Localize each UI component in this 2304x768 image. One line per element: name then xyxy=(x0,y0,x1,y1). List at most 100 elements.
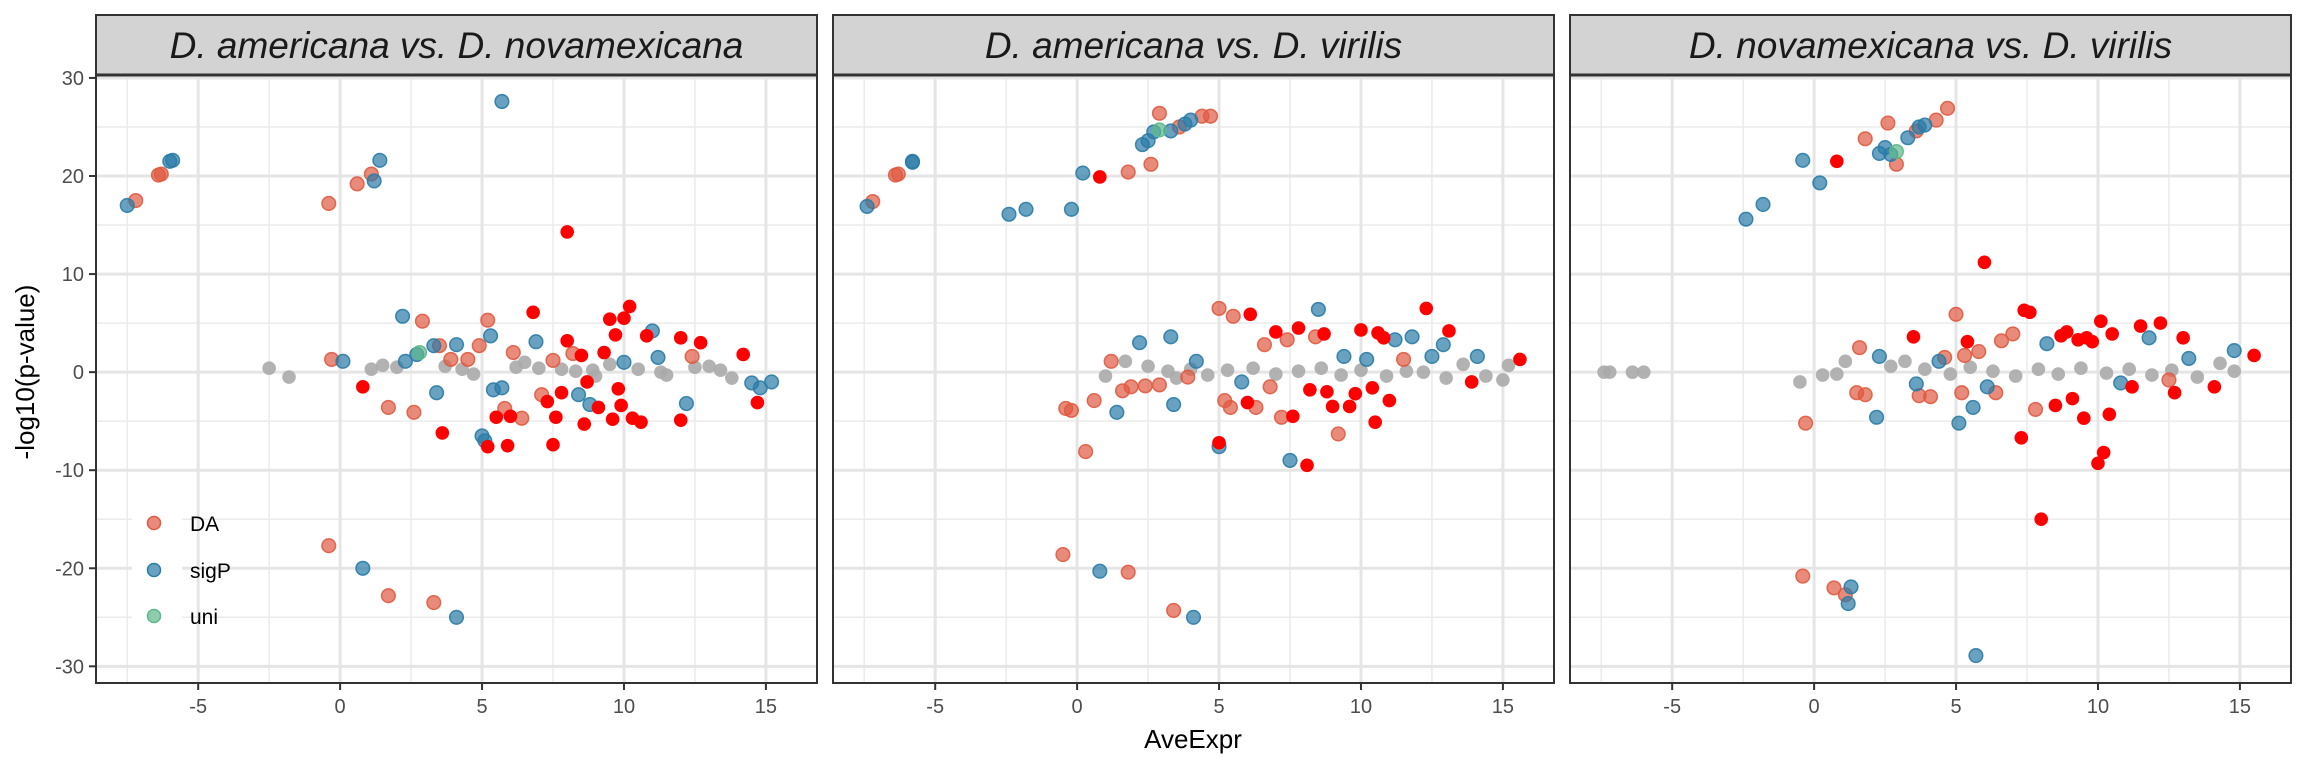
data-point-sigp xyxy=(2039,336,2055,352)
data-point-both xyxy=(2102,407,2117,422)
data-point-da xyxy=(1857,131,1873,147)
data-point-both xyxy=(2048,398,2063,413)
facet-strip xyxy=(95,14,818,76)
data-point-da xyxy=(1166,602,1182,618)
data-point-ns xyxy=(2145,368,2159,382)
data-point-ns xyxy=(1625,365,1640,379)
legend-label-sigp: sigP xyxy=(190,560,231,583)
data-point-sigp xyxy=(355,560,371,576)
data-point-sigp xyxy=(1965,399,1981,415)
data-point-da xyxy=(1120,564,1136,580)
facet-title: D. americana vs. D. virilis xyxy=(985,25,1402,66)
data-point-ns xyxy=(1246,361,1260,376)
data-point-ns xyxy=(1830,367,1844,381)
data-point-sigp xyxy=(1951,415,1967,431)
data-point-ns xyxy=(702,359,716,374)
data-point-both xyxy=(500,438,515,453)
points-layer xyxy=(859,105,1527,625)
data-point-ns xyxy=(1314,361,1329,376)
x-axis-title: AveExpr xyxy=(1144,724,1242,754)
data-point-da xyxy=(1222,399,1238,415)
data-point-sigp xyxy=(1968,647,1984,664)
data-point-both xyxy=(2014,431,2029,445)
data-point-sigp xyxy=(1908,376,1924,392)
data-point-both xyxy=(605,412,620,427)
data-point-both xyxy=(1977,255,1992,270)
data-point-both xyxy=(1348,386,1363,401)
data-point-da xyxy=(1851,340,1868,356)
data-point-sigp xyxy=(448,609,465,625)
data-point-sigp xyxy=(1185,609,1202,625)
data-point-both xyxy=(1300,458,1314,473)
data-point-da xyxy=(1948,306,1964,322)
data-point-sigp xyxy=(1132,335,1148,351)
legend-key-da xyxy=(146,515,162,531)
y-tick-label: -20 xyxy=(55,558,84,580)
data-point-da xyxy=(1120,164,1136,180)
data-point-da xyxy=(1256,337,1273,353)
data-point-both xyxy=(693,335,708,350)
data-point-sigp xyxy=(1001,206,1017,222)
data-point-ns xyxy=(1161,364,1175,378)
data-point-sigp xyxy=(1166,396,1182,413)
data-point-both xyxy=(1382,393,1397,408)
data-point-sigp xyxy=(1092,563,1108,579)
data-point-sigp xyxy=(1359,351,1375,367)
data-point-sigp xyxy=(1183,112,1199,128)
y-axis-title: -log10(p-value) xyxy=(10,285,40,460)
data-point-sigp xyxy=(1336,348,1352,364)
data-point-both xyxy=(489,410,504,425)
data-point-sigp xyxy=(372,152,388,168)
data-point-sigp xyxy=(1738,211,1754,227)
data-point-ns xyxy=(1637,365,1651,379)
data-point-da xyxy=(1880,115,1896,131)
data-point-ns xyxy=(466,367,481,381)
data-point-da xyxy=(684,348,700,364)
x-tick-label: 10 xyxy=(613,696,635,718)
data-point-ns xyxy=(282,370,296,384)
data-point-da xyxy=(1211,300,1227,316)
data-point-both xyxy=(1906,330,1921,344)
x-tick-label: 15 xyxy=(755,696,777,718)
data-point-both xyxy=(608,328,623,342)
data-point-ns xyxy=(1379,369,1394,383)
data-point-both xyxy=(2207,380,2222,394)
data-point-both xyxy=(356,380,370,394)
data-point-ns xyxy=(2031,362,2046,376)
data-point-both xyxy=(1291,321,1306,335)
data-point-both xyxy=(549,410,563,425)
x-tick-label: 15 xyxy=(1492,696,1514,718)
data-point-ns xyxy=(1399,364,1414,378)
data-point-both xyxy=(2076,411,2091,426)
data-point-sigp xyxy=(1812,175,1828,191)
data-point-ns xyxy=(1838,354,1853,369)
data-point-ns xyxy=(1456,357,1470,372)
data-point-sigp xyxy=(1188,353,1204,369)
data-point-both xyxy=(2085,334,2100,349)
data-point-da xyxy=(1954,385,1970,401)
data-point-da xyxy=(1826,580,1842,596)
data-point-both xyxy=(639,329,654,343)
data-point-sigp xyxy=(1018,201,1034,217)
data-point-ns xyxy=(1793,375,1807,389)
data-point-ns xyxy=(1501,358,1516,373)
data-point-both xyxy=(1269,325,1283,339)
data-point-ns xyxy=(1883,359,1898,374)
data-point-both xyxy=(1325,399,1340,414)
data-point-sigp xyxy=(1234,374,1250,390)
data-point-sigp xyxy=(859,198,875,214)
data-point-da xyxy=(414,313,430,329)
data-point-sigp xyxy=(429,385,445,401)
data-point-both xyxy=(750,395,765,410)
data-point-da xyxy=(505,344,521,361)
x-tick-label: 0 xyxy=(1809,696,1820,718)
data-point-da xyxy=(1795,568,1811,584)
data-point-da xyxy=(1143,156,1159,172)
data-point-ns xyxy=(1354,363,1368,377)
data-point-ns xyxy=(1118,354,1133,369)
data-point-both xyxy=(1513,352,1527,367)
data-point-both xyxy=(1960,334,1975,349)
data-point-da xyxy=(1993,333,2010,349)
legend-key-sigp xyxy=(146,562,162,578)
data-point-sigp xyxy=(678,395,694,412)
